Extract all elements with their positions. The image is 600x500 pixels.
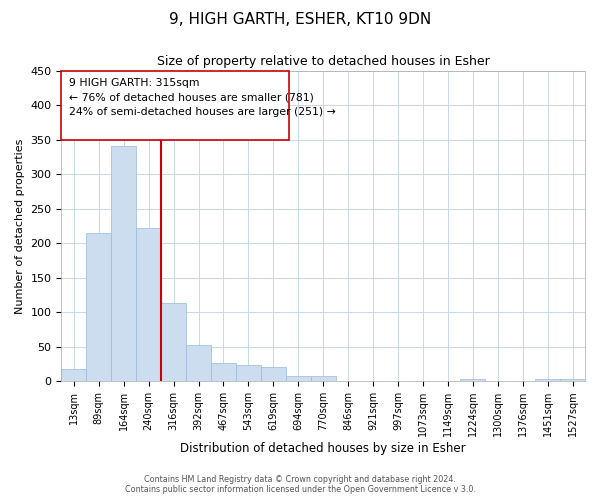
Bar — [560, 379, 585, 381]
Bar — [460, 379, 485, 381]
Bar — [286, 376, 311, 381]
Bar — [211, 363, 236, 381]
Bar — [535, 379, 560, 381]
FancyBboxPatch shape — [61, 70, 289, 140]
Text: 9, HIGH GARTH, ESHER, KT10 9DN: 9, HIGH GARTH, ESHER, KT10 9DN — [169, 12, 431, 28]
Bar — [261, 368, 286, 381]
Title: Size of property relative to detached houses in Esher: Size of property relative to detached ho… — [157, 55, 490, 68]
Text: 9 HIGH GARTH: 315sqm
← 76% of detached houses are smaller (781)
24% of semi-deta: 9 HIGH GARTH: 315sqm ← 76% of detached h… — [69, 78, 336, 117]
Bar — [86, 232, 111, 381]
Bar — [186, 344, 211, 381]
X-axis label: Distribution of detached houses by size in Esher: Distribution of detached houses by size … — [181, 442, 466, 455]
Bar — [236, 364, 261, 381]
Y-axis label: Number of detached properties: Number of detached properties — [15, 138, 25, 314]
Bar — [136, 228, 161, 381]
Bar — [311, 376, 335, 381]
Bar — [111, 146, 136, 381]
Bar — [161, 303, 186, 381]
Bar — [61, 368, 86, 381]
Text: Contains HM Land Registry data © Crown copyright and database right 2024.
Contai: Contains HM Land Registry data © Crown c… — [125, 474, 475, 494]
